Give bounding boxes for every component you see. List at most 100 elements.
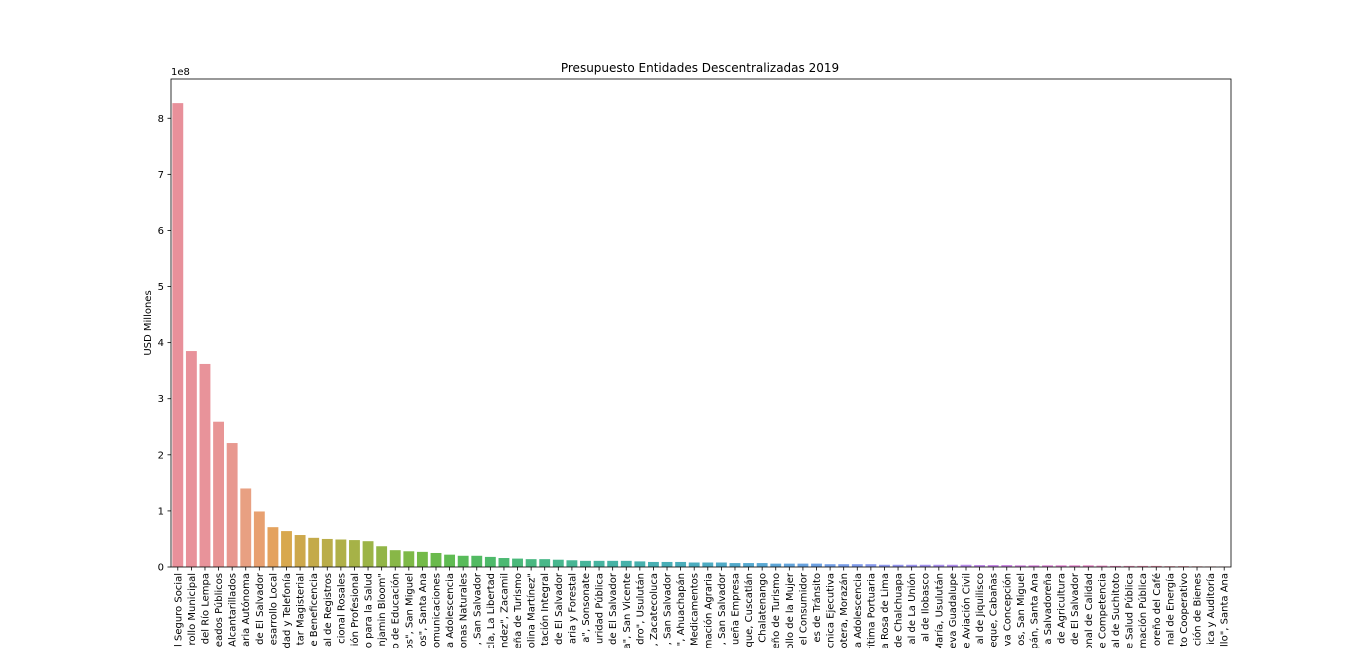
bar (416, 551, 428, 567)
bar (321, 538, 333, 567)
bar (349, 540, 360, 567)
x-tick-label: esarrollo Local (268, 573, 279, 645)
bar (974, 565, 986, 567)
bar (281, 531, 292, 567)
bar (1110, 565, 1121, 567)
x-tick-label: a Adolescencia (853, 573, 864, 648)
bar (457, 555, 469, 567)
bar (1164, 566, 1176, 567)
bar (946, 564, 958, 567)
x-tick-label: , San Salvador (717, 572, 728, 645)
x-tick-label: ollo de la Mujer (785, 572, 796, 648)
y-tick-label: 0 (158, 563, 164, 574)
x-tick-label: María, Usulután (933, 573, 945, 648)
x-tick-label: e Competencia (1097, 573, 1108, 648)
x-tick-label: os, San Miguel (1016, 573, 1027, 646)
bar (715, 562, 727, 567)
x-tick-label: onal de Calidad (1084, 573, 1095, 648)
y-tick-label: 8 (158, 114, 164, 125)
plot-frame (170, 78, 1232, 568)
x-tick-label: uridad Pública (594, 573, 606, 644)
bar (444, 554, 456, 567)
bar (1055, 565, 1067, 567)
x-tick-label: ión Profesional (349, 573, 361, 646)
bar (1069, 565, 1081, 567)
x-tick-label: eña de Turismo (513, 573, 524, 648)
x-tick-label: al de La Unión (906, 573, 918, 645)
x-tick-label: a", San Vicente (622, 573, 633, 648)
x-tick-label: que, Cuscatlán (743, 573, 755, 648)
x-tick-label: dad y Telefonía (281, 573, 293, 648)
bar (430, 552, 442, 567)
bar (783, 563, 795, 567)
bar (824, 564, 836, 567)
bar (294, 535, 306, 567)
x-tick-label: omunicaciones (432, 573, 443, 648)
x-tick-label: o para la Salud (364, 573, 375, 648)
bar (498, 558, 510, 567)
bar (892, 564, 904, 567)
y-tick-label: 2 (158, 450, 164, 461)
bar (675, 561, 687, 567)
x-tick-label: a Adolescencia (445, 573, 456, 648)
x-tick-label: al de Suchitoto (1111, 573, 1122, 648)
x-tick-label: njamin Bloom" (377, 573, 388, 647)
bar (1096, 565, 1108, 567)
x-tick-label: a", Sonsonate (581, 573, 592, 643)
bar (389, 550, 401, 567)
bar (185, 351, 197, 567)
x-tick-label: tar Magisterial (296, 573, 307, 645)
x-tick-label: o de Educación (390, 573, 402, 648)
x-tick-label: e Salud Pública (1124, 573, 1136, 648)
bar (525, 559, 537, 567)
bar (702, 562, 714, 567)
bar (512, 558, 523, 567)
x-tick-label: de El Salvador (255, 572, 266, 645)
bar (987, 565, 999, 567)
y-ticks-group: 0 1 2 3 4 5 6 7 8 (158, 114, 171, 574)
y-tick-label: 1 (158, 506, 164, 517)
y-axis-label: USD Millones (143, 290, 154, 355)
bar (580, 560, 591, 567)
bar (960, 564, 972, 567)
x-tick-label: mación Agraria (702, 573, 714, 648)
bar (1123, 565, 1135, 567)
x-tick-label: a Salvadoreña (1043, 573, 1054, 645)
x-tick-label: cnica Ejecutiva (826, 573, 837, 648)
bar (688, 562, 700, 567)
x-tick-label: e Beneficencia (309, 573, 320, 647)
bar (593, 560, 605, 567)
x-ticks-group: l Seguro Social rollo Municipal del Río Le… (173, 567, 1231, 648)
bar (376, 546, 388, 567)
x-tick-label: nal de Energía (1164, 573, 1176, 645)
bar (756, 563, 768, 567)
bar (1178, 566, 1189, 567)
x-tick-label: os", San Miguel (404, 573, 415, 648)
x-tick-label: a Rosa de Lima (880, 573, 891, 648)
bar (335, 539, 347, 567)
bar (933, 564, 945, 567)
bar (199, 363, 211, 567)
x-tick-label: eño de Turismo (771, 573, 782, 648)
x-tick-label: del Río Lempa (199, 573, 211, 644)
bar (851, 564, 863, 567)
x-tick-label: de Agricultura (1057, 573, 1068, 644)
x-tick-label: cional Rosales (336, 573, 347, 644)
x-tick-label: eva Guadalupe (948, 573, 959, 648)
x-tick-label: de El Salvador (554, 572, 565, 645)
x-tick-label: ción de Bienes (1192, 573, 1204, 646)
x-tick-label: al de Registros (323, 573, 334, 647)
bar (1001, 565, 1013, 567)
x-tick-label: , San Salvador (472, 572, 483, 645)
x-tick-label: Chalatenango (758, 573, 769, 643)
bar (240, 488, 252, 567)
bar (267, 527, 279, 567)
bar (919, 564, 931, 567)
x-tick-label: l Seguro Social (173, 573, 184, 647)
x-tick-label: ", Ahuachapán (675, 573, 687, 646)
chart-title: Presupuesto Entidades Descentralizadas 2… (561, 61, 839, 75)
y-tick-label: 4 (158, 338, 164, 349)
x-tick-label: otera, Morazán (838, 573, 850, 648)
x-tick-label: aria y Forestal (567, 573, 578, 644)
bars-group (172, 103, 1230, 568)
